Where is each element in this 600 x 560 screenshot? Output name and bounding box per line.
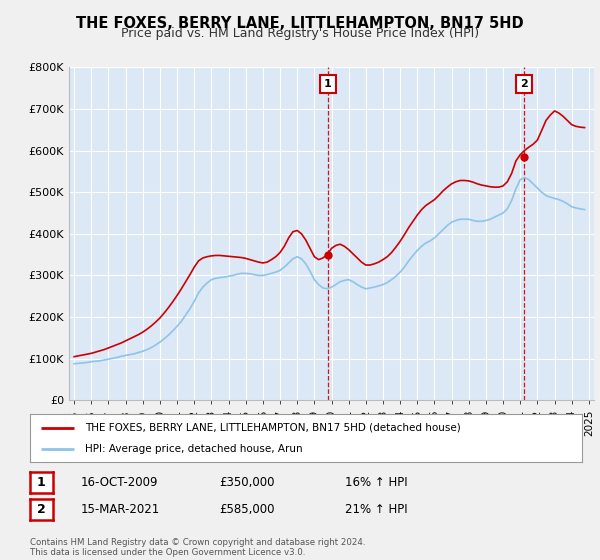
- Text: THE FOXES, BERRY LANE, LITTLEHAMPTON, BN17 5HD (detached house): THE FOXES, BERRY LANE, LITTLEHAMPTON, BN…: [85, 423, 461, 433]
- Text: 15-MAR-2021: 15-MAR-2021: [81, 503, 160, 516]
- Text: £585,000: £585,000: [219, 503, 275, 516]
- Text: HPI: Average price, detached house, Arun: HPI: Average price, detached house, Arun: [85, 444, 303, 454]
- Text: 2: 2: [37, 503, 46, 516]
- Text: Contains HM Land Registry data © Crown copyright and database right 2024.
This d: Contains HM Land Registry data © Crown c…: [30, 538, 365, 557]
- Text: 16% ↑ HPI: 16% ↑ HPI: [345, 476, 407, 489]
- Text: £350,000: £350,000: [219, 476, 275, 489]
- Text: 21% ↑ HPI: 21% ↑ HPI: [345, 503, 407, 516]
- Text: 16-OCT-2009: 16-OCT-2009: [81, 476, 158, 489]
- Text: THE FOXES, BERRY LANE, LITTLEHAMPTON, BN17 5HD: THE FOXES, BERRY LANE, LITTLEHAMPTON, BN…: [76, 16, 524, 31]
- Text: 2: 2: [520, 79, 528, 89]
- Text: 1: 1: [324, 79, 332, 89]
- Text: Price paid vs. HM Land Registry's House Price Index (HPI): Price paid vs. HM Land Registry's House …: [121, 27, 479, 40]
- Text: 1: 1: [37, 476, 46, 489]
